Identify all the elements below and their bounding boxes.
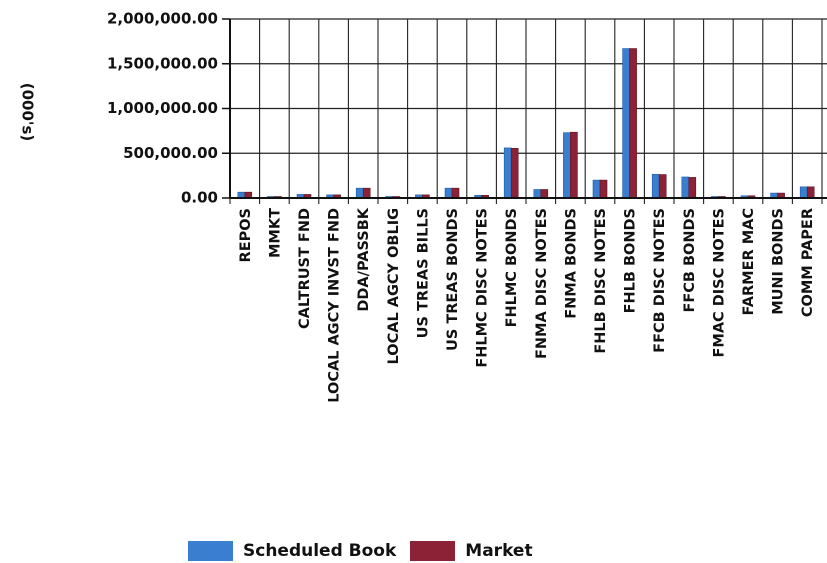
legend: Scheduled Book Market xyxy=(188,541,547,561)
legend-label-market: Market xyxy=(465,541,533,561)
x-tick-label: FFCB BONDS xyxy=(682,208,698,313)
bar-market xyxy=(451,187,460,199)
x-tick-label: MMKT xyxy=(267,208,283,258)
x-tick-label: FHLB DISC NOTES xyxy=(593,208,609,354)
x-tick-label: US TREAS BONDS xyxy=(445,208,461,351)
bar-scheduled-book xyxy=(563,132,571,199)
legend-swatch-market xyxy=(410,541,456,561)
legend-item-market: Market xyxy=(410,541,533,561)
y-tick-labels: 2,000,000.00 1,500,000.00 1,000,000.00 500,… xyxy=(107,10,218,207)
bar-scheduled-book xyxy=(799,186,808,199)
x-tick-label: DDA/PASSBK xyxy=(356,207,372,311)
grid xyxy=(229,18,827,204)
x-tick-label: CALTRUST FND xyxy=(297,208,313,329)
x-tick-label: FFCB DISC NOTES xyxy=(652,208,668,353)
y-tick-label: 1,000,000.00 xyxy=(107,99,218,117)
bar-scheduled-book xyxy=(355,187,364,199)
legend-swatch-scheduled-book xyxy=(188,541,233,561)
y-tick-label: 2,000,000.00 xyxy=(107,10,218,28)
x-tick-label: COMM PAPER xyxy=(800,208,816,317)
bar-scheduled-book xyxy=(533,189,542,199)
bar-scheduled-book xyxy=(503,147,512,199)
bar-scheduled-book xyxy=(592,179,601,199)
x-tick-label: FARMER MAC xyxy=(741,208,757,315)
x-tick-label: LOCAL AGCY INVST FND xyxy=(327,208,343,403)
y-tick-label: 1,500,000.00 xyxy=(107,54,218,72)
bar-market xyxy=(688,177,697,199)
x-tick-label: FHLMC DISC NOTES xyxy=(475,208,491,368)
bar-market xyxy=(658,174,667,199)
axes xyxy=(222,18,827,199)
x-tick-label: LOCAL AGCY OBLIG xyxy=(386,208,402,364)
legend-item-scheduled-book: Scheduled Book xyxy=(188,541,396,561)
bar-market xyxy=(362,187,371,199)
x-tick-label: FMAC DISC NOTES xyxy=(711,208,727,358)
bar-scheduled-book xyxy=(444,187,453,199)
y-axis-label: (000's) xyxy=(19,83,37,142)
bar-market xyxy=(806,186,815,199)
x-tick-label: FHLMC BONDS xyxy=(504,208,520,327)
x-tick-label: FNMA DISC NOTES xyxy=(534,208,550,359)
bar-market xyxy=(510,148,519,199)
bar-market xyxy=(599,179,608,199)
x-tick-labels: REPOS MMKT CALTRUST FND LOCAL AGCY INVST FN… xyxy=(238,207,816,402)
bar-scheduled-book xyxy=(651,173,660,199)
x-tick-label: US TREAS BILLS xyxy=(415,208,431,338)
bar-market xyxy=(570,131,578,199)
y-tick-label: 0.00 xyxy=(181,189,218,207)
bar-scheduled-book xyxy=(681,176,690,199)
x-tick-label: FHLB BONDS xyxy=(623,208,639,313)
bars xyxy=(237,48,815,199)
bar-market xyxy=(540,189,549,199)
x-tick-label: FNMA BONDS xyxy=(563,208,579,319)
x-tick-label: REPOS xyxy=(238,208,254,262)
x-tick-label: MUNI BONDS xyxy=(771,208,787,315)
legend-label-scheduled-book: Scheduled Book xyxy=(243,541,397,561)
bar-market xyxy=(629,48,637,199)
y-tick-label: 500,000.00 xyxy=(123,144,218,162)
bar-scheduled-book xyxy=(622,48,630,199)
